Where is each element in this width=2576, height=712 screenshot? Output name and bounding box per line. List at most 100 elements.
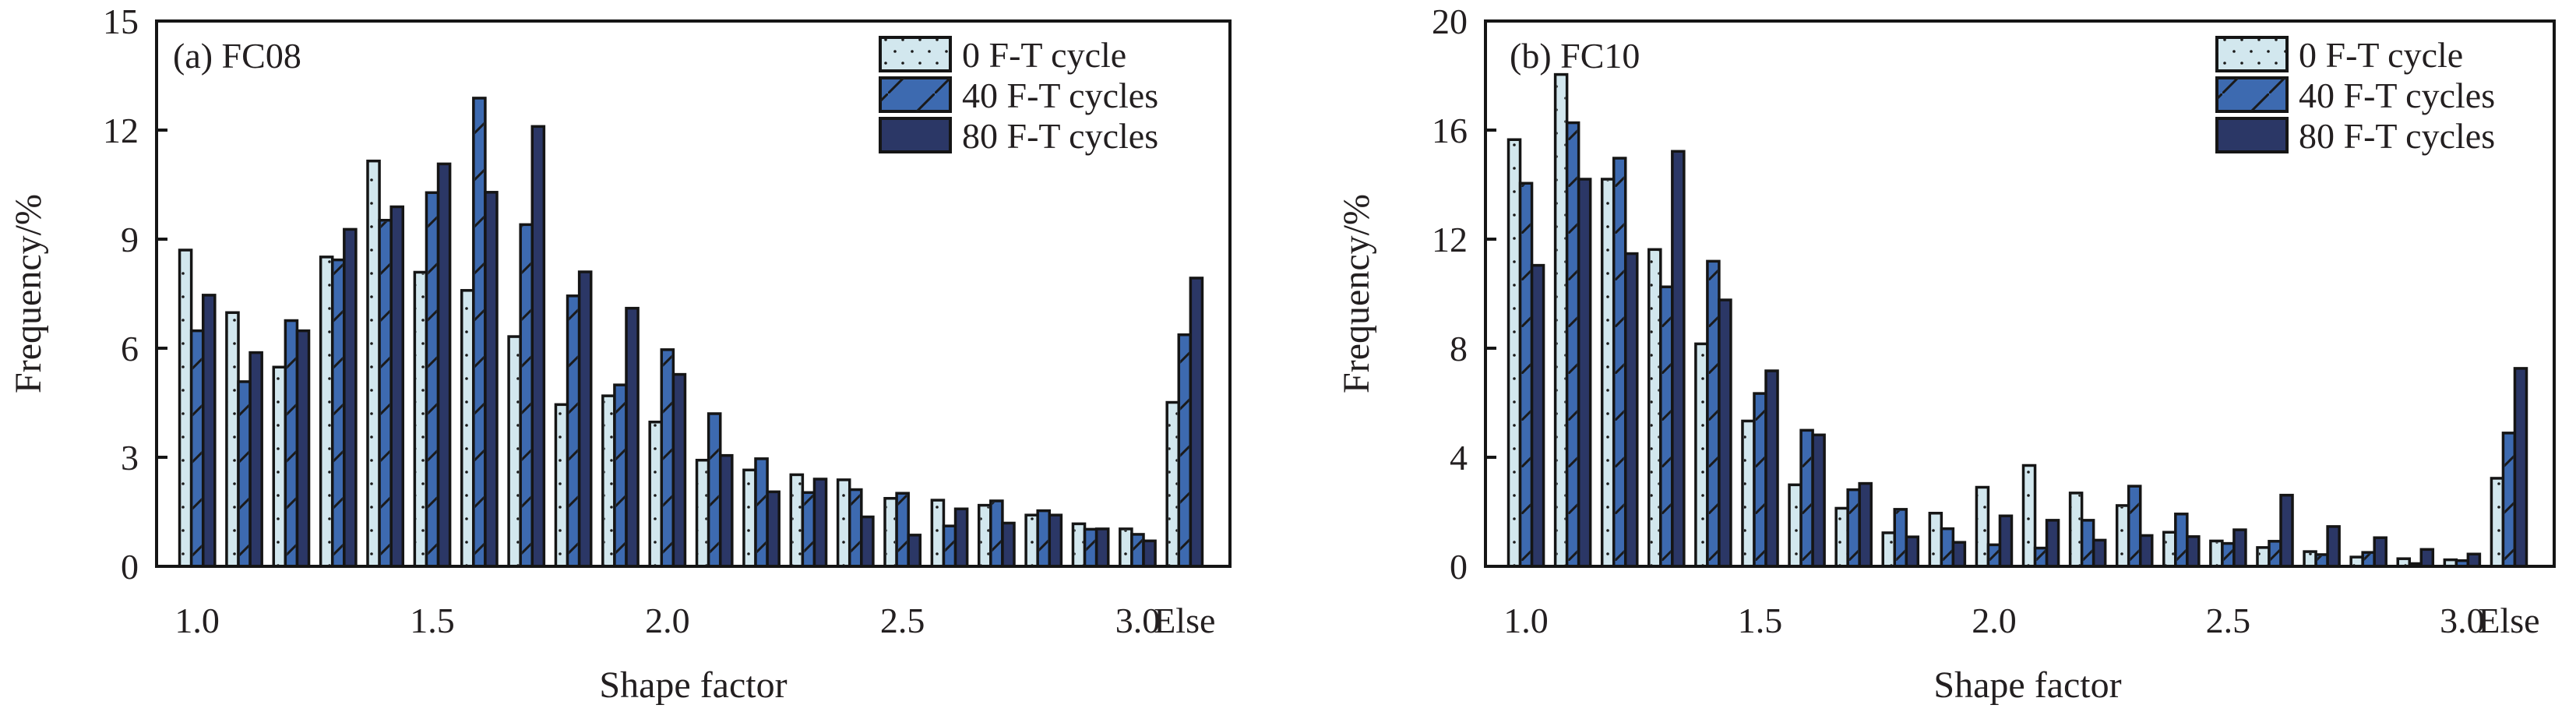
bar-80-f-t-cycles-1.0: [1530, 263, 1545, 568]
bar-pattern: [651, 423, 661, 566]
plot-frame: [155, 19, 1232, 568]
bar-80-f-t-cycles-2.7: [1001, 521, 1016, 568]
bar-80-f-t-cycles-3.0: [1142, 539, 1157, 568]
bar-pattern: [1989, 546, 1999, 566]
bar-pattern: [1978, 488, 1987, 566]
bar-80-f-t-cycles-1.8: [1905, 535, 1920, 568]
bar-pattern: [1568, 124, 1577, 567]
legend-swatch-2: [879, 117, 952, 153]
bar-80-f-t-cycles-1.9: [1951, 541, 1967, 568]
bar-pattern: [757, 460, 766, 566]
bar-pattern: [416, 273, 425, 566]
bar-pattern: [322, 258, 331, 566]
bar-80-f-t-cycles-2.8: [1048, 513, 1063, 568]
bar-pattern: [369, 162, 379, 566]
bar-pattern: [181, 252, 190, 566]
bar-pattern: [1086, 530, 1095, 566]
bar-pattern: [1849, 491, 1859, 566]
bar-80-f-t-cycles-2.7: [2326, 525, 2341, 568]
legend-swatch-2: [2215, 117, 2289, 153]
bar-80-f-t-cycles-1.3: [343, 227, 358, 568]
y-tick-label: 16: [1432, 111, 1468, 150]
bar-pattern: [945, 527, 954, 566]
bar-80-f-t-cycles-1.2: [295, 329, 311, 568]
bar-pattern: [1662, 288, 1671, 566]
bars-group: [178, 97, 1204, 568]
bar-pattern: [522, 226, 531, 566]
y-tick-label: 6: [121, 329, 139, 368]
bar-pattern: [1697, 345, 1706, 566]
bar-80-f-t-cycles-2.3: [812, 478, 828, 568]
x-tick-label: 2.0: [645, 601, 690, 640]
bar-pattern: [1074, 525, 1084, 566]
bar-80-f-t-cycles-2.0: [1998, 514, 2014, 568]
bar-pattern: [287, 322, 296, 566]
y-tick-label: 15: [103, 2, 139, 41]
bar-pattern: [1743, 422, 1753, 566]
bar-pattern: [1615, 160, 1624, 567]
bar-80-f-t-cycles-1.4: [1718, 298, 1732, 568]
bar-pattern: [428, 194, 437, 566]
bar-pattern: [2493, 479, 2502, 566]
bar-pattern: [2306, 553, 2315, 566]
bar-pattern: [2458, 562, 2467, 566]
y-tick-label: 0: [121, 547, 139, 587]
bar-pattern: [2118, 506, 2127, 566]
x-tick-label: 1.5: [1738, 601, 1783, 640]
bar-pattern: [1650, 251, 1659, 566]
bar-80-f-t-cycles-1.5: [1764, 369, 1779, 568]
y-tick-label: 0: [1450, 547, 1468, 587]
bar-pattern: [1521, 185, 1531, 566]
bar-pattern: [333, 261, 343, 566]
x-tick-label: 3.0: [1115, 601, 1161, 640]
legend-swatch-1-pattern: [2217, 78, 2287, 111]
bar-pattern: [381, 221, 390, 566]
panel-label: (a) FC08: [173, 36, 301, 76]
bar-80-f-t-cycles-1.6: [484, 191, 499, 568]
legend-label-0: 0 F-T cycle: [2299, 35, 2463, 75]
x-tick-label: 3.0: [2440, 601, 2485, 640]
bar-pattern: [557, 406, 566, 566]
bar-pattern: [615, 386, 625, 566]
bar-pattern: [1603, 181, 1612, 566]
legend-label-0: 0 F-T cycle: [962, 35, 1126, 75]
bar-pattern: [2317, 555, 2327, 566]
bar-80-f-t-cycles-1.5: [436, 162, 452, 568]
bar-pattern: [1896, 510, 1905, 566]
y-tick-label: 20: [1432, 2, 1468, 41]
y-tick-label: 4: [1450, 438, 1468, 478]
bar-80-f-t-cycles-1.1: [248, 351, 263, 568]
plot-frame: [1484, 19, 2556, 568]
bar-pattern: [839, 481, 848, 566]
bar-80-f-t-cycles-2.8: [2373, 536, 2387, 568]
bar-pattern: [2130, 488, 2139, 566]
y-tick-label: 9: [121, 220, 139, 259]
bar-pattern: [1884, 534, 1894, 566]
x-tick-label: 2.0: [1972, 601, 2017, 640]
bar-80-f-t-cycles-1.3: [1671, 150, 1686, 568]
bar-pattern: [992, 502, 1001, 566]
x-axis-title: Shape factor: [599, 664, 787, 706]
bar-pattern: [1168, 404, 1178, 566]
panel-label: (b) FC10: [1510, 36, 1640, 76]
bar-80-f-t-cycles-1.7: [530, 125, 546, 568]
bar-pattern: [1039, 512, 1048, 566]
bar-80-f-t-cycles-Else: [2513, 367, 2528, 568]
legend-label-2: 80 F-T cycles: [962, 116, 1158, 156]
bar-pattern: [1791, 486, 1800, 566]
bar-pattern: [980, 506, 989, 566]
x-tick-label: 2.5: [880, 601, 925, 640]
bar-80-f-t-cycles-1.0: [201, 294, 217, 568]
bar-80-f-t-cycles-1.9: [625, 306, 640, 568]
bar-80-f-t-cycles-3.0: [2466, 552, 2482, 568]
bar-80-f-t-cycles-2.6: [2279, 493, 2294, 568]
bar-80-f-t-cycles-2.4: [860, 515, 875, 568]
bar-pattern: [2504, 434, 2514, 566]
legend-swatch-0-pattern: [2217, 37, 2287, 71]
bar-pattern: [898, 495, 907, 566]
bar-pattern: [1838, 509, 1847, 566]
bar-pattern: [1708, 263, 1718, 566]
bar-pattern: [192, 332, 202, 566]
